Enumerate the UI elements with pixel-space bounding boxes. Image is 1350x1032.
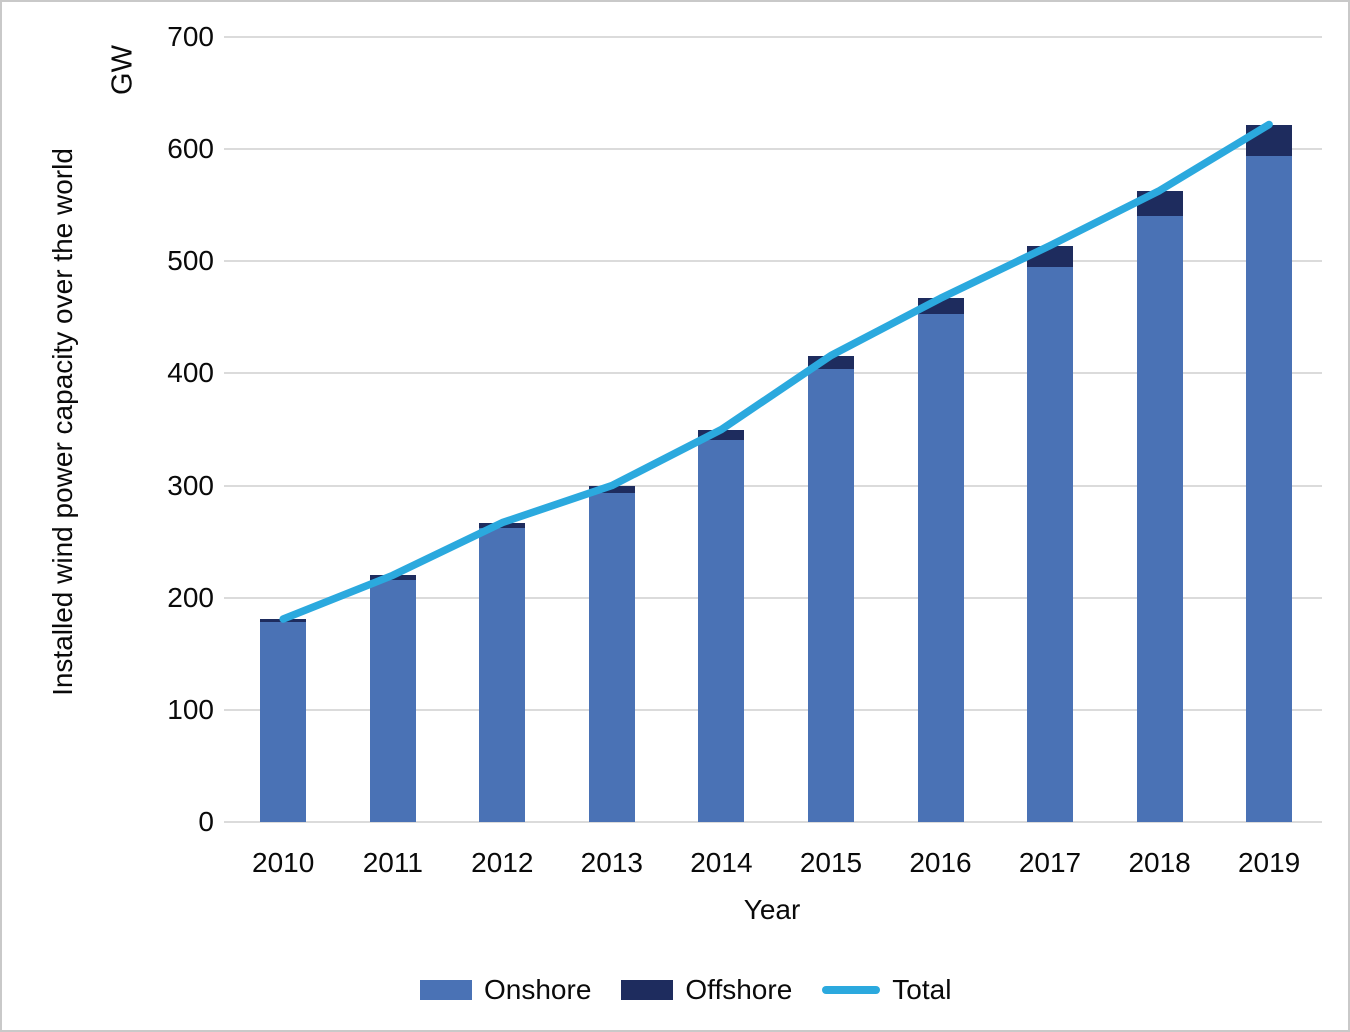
legend: Onshore Offshore Total bbox=[420, 974, 951, 1006]
y-tick-label-300: 300 bbox=[167, 469, 214, 501]
x-tick-label-2018: 2018 bbox=[1128, 847, 1191, 878]
y-axis-unit-label: GW bbox=[106, 45, 139, 95]
legend-label-total: Total bbox=[892, 974, 952, 1005]
bar-onshore-2015 bbox=[808, 368, 854, 822]
offshore-swatch-icon bbox=[621, 980, 674, 1000]
bar-offshore-2010 bbox=[260, 619, 307, 623]
bar-onshore-2019 bbox=[1246, 155, 1293, 822]
bar-onshore-2016 bbox=[917, 314, 964, 822]
bar-offshore-2011 bbox=[369, 575, 416, 580]
x-tick-label-2014: 2014 bbox=[690, 847, 753, 878]
x-tick-label-2012: 2012 bbox=[471, 847, 534, 878]
bar-offshore-2013 bbox=[588, 485, 635, 494]
y-axis-title: Installed wind power capacity over the w… bbox=[47, 148, 78, 696]
bar-offshore-2017 bbox=[1027, 245, 1073, 267]
gridline-0 bbox=[224, 821, 1322, 823]
gridline-600 bbox=[224, 148, 1322, 151]
y-tick-label-600: 600 bbox=[167, 133, 214, 165]
y-tick-label-0: 0 bbox=[198, 806, 214, 837]
x-tick-label-2016: 2016 bbox=[909, 847, 972, 878]
x-tick-label-2010: 2010 bbox=[252, 847, 315, 878]
bar-onshore-2013 bbox=[588, 493, 635, 822]
x-tick-label-2015: 2015 bbox=[799, 847, 863, 878]
gridline-100 bbox=[224, 708, 1322, 711]
gridline-700 bbox=[224, 36, 1322, 38]
bar-offshore-2019 bbox=[1246, 124, 1293, 156]
onshore-swatch-icon bbox=[420, 980, 472, 1000]
bar-onshore-2010 bbox=[260, 622, 307, 822]
legend-label-offshore: Offshore bbox=[685, 974, 793, 1005]
legend-label-onshore: Onshore bbox=[484, 974, 592, 1005]
x-tick-label-2013: 2013 bbox=[580, 847, 643, 878]
x-tick-label-2011: 2011 bbox=[362, 847, 423, 878]
bar-onshore-2011 bbox=[369, 579, 416, 822]
legend-item-offshore: Offshore bbox=[621, 974, 792, 1006]
bar-offshore-2018 bbox=[1136, 190, 1183, 217]
y-tick-label-400: 400 bbox=[167, 357, 214, 389]
y-tick-label-700: 700 bbox=[167, 21, 214, 52]
y-tick-label-500: 500 bbox=[167, 245, 214, 277]
bar-onshore-2012 bbox=[479, 528, 526, 822]
bar-onshore-2017 bbox=[1027, 266, 1073, 822]
legend-item-total: Total bbox=[822, 974, 951, 1006]
y-tick-label-200: 200 bbox=[167, 581, 214, 613]
legend-item-onshore: Onshore bbox=[420, 974, 591, 1006]
bar-offshore-2014 bbox=[698, 429, 745, 440]
x-axis-title: Year bbox=[743, 894, 801, 925]
y-tick-label-100: 100 bbox=[167, 693, 214, 725]
bar-offshore-2015 bbox=[808, 355, 854, 369]
bar-onshore-2018 bbox=[1136, 216, 1183, 822]
total-line-swatch-icon bbox=[822, 986, 881, 994]
bar-onshore-2014 bbox=[698, 439, 745, 822]
x-tick-label-2017: 2017 bbox=[1018, 847, 1082, 878]
bar-offshore-2012 bbox=[479, 522, 526, 529]
bar-offshore-2016 bbox=[917, 298, 964, 314]
x-tick-label-2019: 2019 bbox=[1237, 847, 1301, 878]
